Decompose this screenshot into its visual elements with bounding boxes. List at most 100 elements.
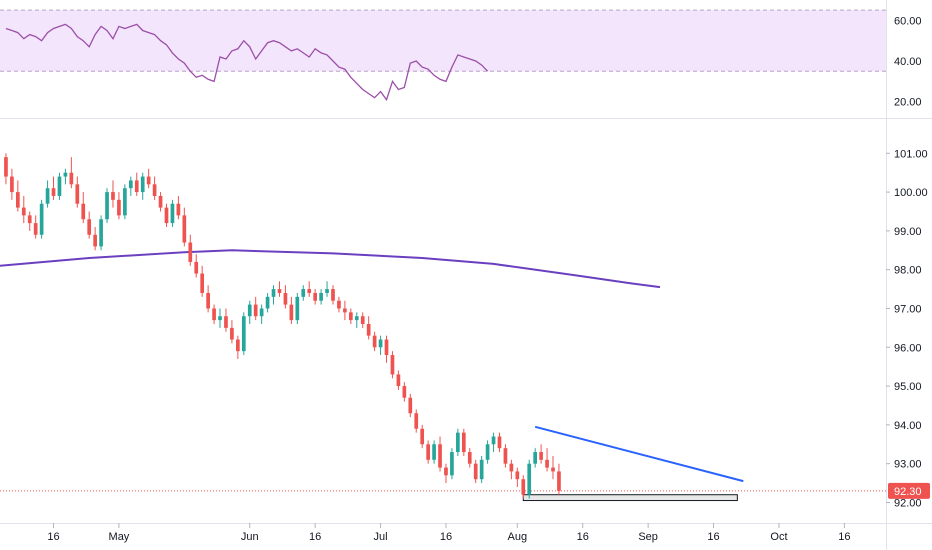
candle	[218, 308, 222, 328]
candle-body	[539, 452, 543, 460]
candle	[265, 292, 270, 313]
candle	[164, 203, 169, 227]
oscillator-tick-label: 60.00	[894, 15, 922, 27]
candle	[384, 335, 389, 363]
candle-body	[497, 436, 502, 449]
candle	[438, 436, 442, 472]
candle	[467, 448, 472, 468]
candle	[10, 168, 14, 200]
candle	[224, 308, 228, 332]
candle	[212, 304, 216, 324]
candle-body	[33, 223, 38, 235]
candle-body	[515, 471, 520, 480]
candle-body	[27, 215, 32, 224]
candle-body	[128, 180, 133, 189]
candle-body	[319, 292, 323, 301]
candle	[319, 289, 323, 305]
candle-body	[456, 432, 460, 453]
candle-body	[461, 432, 466, 453]
time-tick-label: Sep	[638, 531, 658, 543]
candle-body	[390, 355, 395, 375]
candle-body	[158, 195, 163, 208]
candle	[456, 428, 460, 456]
candle-body	[63, 172, 68, 177]
candle-body	[479, 459, 484, 480]
candle	[444, 463, 448, 484]
candle	[271, 285, 276, 305]
candle-body	[426, 444, 430, 460]
candle-body	[230, 327, 234, 340]
candle	[539, 444, 543, 464]
candle	[247, 300, 252, 324]
oscillator-band	[0, 10, 886, 72]
candle	[533, 448, 538, 468]
candle-body	[182, 215, 187, 243]
candle-body	[164, 207, 169, 224]
candle-body	[241, 316, 246, 352]
candle	[51, 176, 56, 200]
candle-body	[551, 467, 555, 472]
candle-body	[557, 471, 561, 491]
candle-body	[212, 308, 216, 321]
candle-body	[444, 467, 448, 476]
candle	[503, 444, 508, 468]
candle	[289, 296, 294, 324]
time-tick-label: Oct	[770, 531, 787, 543]
candle-body	[87, 219, 92, 235]
candle-body	[509, 463, 514, 472]
candle	[402, 382, 407, 402]
candle	[277, 281, 282, 297]
candle	[366, 316, 371, 340]
candle-body	[253, 304, 258, 317]
candle	[479, 455, 484, 484]
candle	[128, 176, 133, 196]
candle	[134, 172, 139, 196]
candle	[509, 459, 514, 480]
candle-body	[473, 463, 478, 480]
candle	[301, 285, 306, 301]
candle-body	[15, 192, 20, 208]
candle-body	[366, 324, 371, 336]
time-tick-label: 16	[440, 531, 452, 543]
candle	[230, 320, 234, 344]
candle-body	[45, 188, 50, 204]
candle	[140, 172, 145, 200]
candle-body	[545, 459, 549, 468]
candle-body	[176, 203, 181, 216]
candle-body	[51, 188, 56, 196]
candle-body	[134, 180, 139, 193]
candle	[259, 304, 264, 324]
candle	[33, 215, 38, 239]
candle	[15, 180, 20, 212]
candle-body	[396, 374, 401, 387]
candle-body	[378, 339, 383, 348]
candle	[307, 281, 312, 297]
candle-body	[301, 289, 306, 297]
candle	[45, 180, 50, 208]
candle-body	[360, 316, 365, 324]
candle	[461, 428, 466, 456]
price-tick-label: 101.00	[894, 148, 928, 160]
candle	[117, 192, 121, 220]
candle-body	[259, 308, 264, 317]
candle	[105, 188, 109, 224]
candle-body	[384, 339, 389, 356]
candle	[396, 370, 401, 390]
candle-body	[354, 316, 359, 321]
candle-body	[200, 273, 205, 293]
candle	[497, 432, 502, 453]
candle	[545, 448, 549, 472]
candle	[551, 455, 555, 480]
candle	[63, 168, 68, 185]
candle	[111, 180, 115, 208]
price-tick-label: 92.00	[894, 497, 922, 509]
price-tick-label: 98.00	[894, 265, 922, 277]
candle-body	[111, 192, 115, 200]
time-tick-label: Aug	[508, 531, 528, 543]
candle-body	[277, 289, 282, 293]
candle-body	[93, 234, 97, 247]
price-tick-label: 100.00	[894, 187, 928, 199]
candle	[414, 409, 419, 433]
price-tick-label: 96.00	[894, 342, 922, 354]
